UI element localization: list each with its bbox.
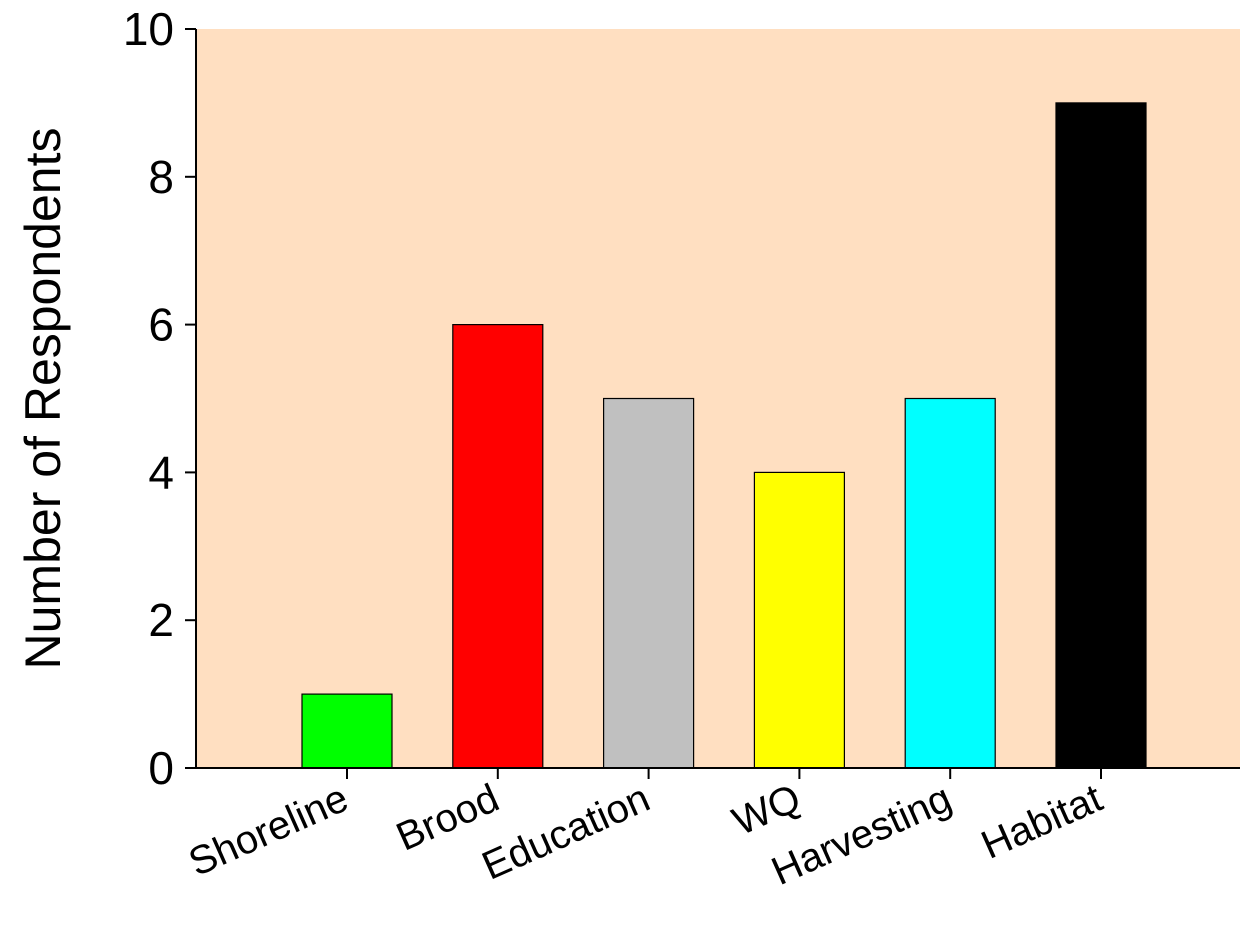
bar-shoreline — [301, 693, 393, 769]
x-tick-label-habitat: Habitat — [975, 776, 1109, 868]
bar-harvesting — [904, 397, 996, 769]
bar-group — [301, 102, 1147, 769]
y-tick-label: 10 — [123, 3, 174, 55]
bar-education — [602, 397, 695, 769]
x-tick-label-shoreline: Shoreline — [182, 776, 354, 885]
y-tick-label: 6 — [148, 299, 174, 351]
x-tick-label-education: Education — [476, 776, 656, 889]
y-tick-label: 2 — [148, 594, 174, 646]
y-axis: 0 2 4 6 8 10 — [123, 3, 197, 794]
bar-wq — [753, 471, 846, 769]
x-tick-label-wq: WQ — [726, 776, 807, 844]
y-axis-title: Number of Respondents — [15, 128, 71, 670]
y-tick-label: 8 — [148, 151, 174, 203]
bar-habitat — [1055, 102, 1147, 769]
y-tick-label: 0 — [148, 742, 174, 794]
bar-brood — [452, 324, 544, 769]
y-tick-label: 4 — [148, 446, 174, 498]
